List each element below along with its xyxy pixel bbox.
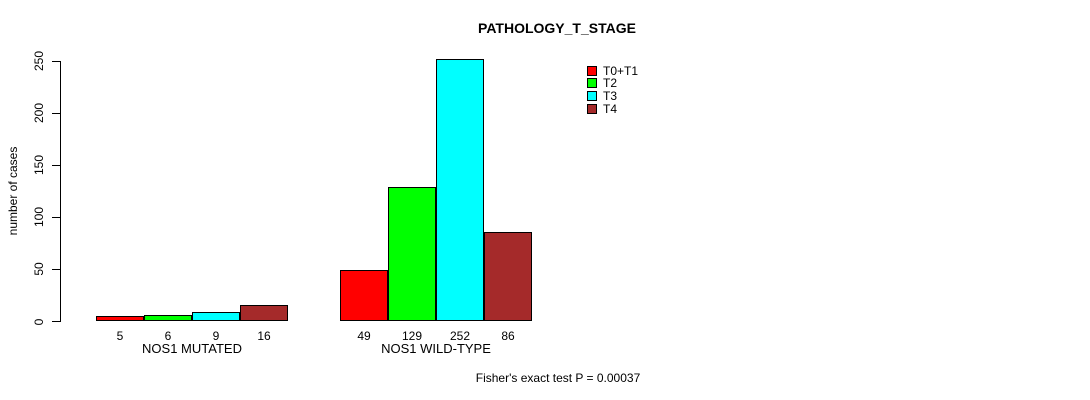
bar-value-label: 9 bbox=[212, 329, 220, 343]
y-tick-label: 100 bbox=[32, 207, 46, 228]
bar-value-label: 16 bbox=[257, 329, 271, 343]
bar-value-label: 86 bbox=[501, 329, 515, 343]
bar-value-label: 129 bbox=[401, 329, 423, 343]
y-tick-label: 0 bbox=[32, 318, 46, 325]
legend-swatch bbox=[587, 78, 597, 89]
bar bbox=[436, 58, 484, 322]
y-tick bbox=[52, 268, 60, 270]
y-tick bbox=[52, 112, 60, 114]
legend-swatch bbox=[587, 103, 597, 114]
stat-annotation: Fisher's exact test P = 0.00037 bbox=[475, 371, 641, 385]
bar bbox=[388, 187, 436, 322]
chart-title: PATHOLOGY_T_STAGE bbox=[478, 20, 636, 36]
y-tick-label: 200 bbox=[32, 103, 46, 124]
y-tick bbox=[52, 321, 60, 322]
x-group-label: NOS1 WILD-TYPE bbox=[381, 341, 491, 356]
legend-swatch bbox=[587, 90, 597, 101]
y-axis-line bbox=[60, 61, 61, 322]
bar-value-label: 252 bbox=[449, 329, 471, 343]
bar-value-label: 49 bbox=[357, 329, 371, 343]
bar-value-label: 5 bbox=[116, 329, 124, 343]
bar bbox=[484, 231, 532, 322]
y-tick-label: 250 bbox=[32, 50, 46, 72]
legend-item-label: T0+T1 bbox=[603, 63, 639, 78]
y-tick-label: 50 bbox=[32, 262, 46, 277]
legend-swatch bbox=[587, 65, 597, 76]
legend-item-label: T4 bbox=[603, 101, 618, 116]
bar bbox=[340, 270, 388, 322]
y-tick bbox=[52, 216, 60, 218]
y-tick bbox=[52, 164, 60, 166]
bar bbox=[96, 316, 144, 322]
y-tick bbox=[52, 60, 60, 62]
bar-value-label: 6 bbox=[164, 329, 172, 343]
legend-item-label: T3 bbox=[603, 88, 618, 103]
y-tick-label: 150 bbox=[32, 155, 46, 176]
bar bbox=[144, 315, 192, 322]
bar bbox=[240, 304, 288, 322]
bar bbox=[192, 312, 240, 322]
x-group-label: NOS1 MUTATED bbox=[142, 341, 242, 356]
legend-item-label: T2 bbox=[603, 76, 618, 91]
